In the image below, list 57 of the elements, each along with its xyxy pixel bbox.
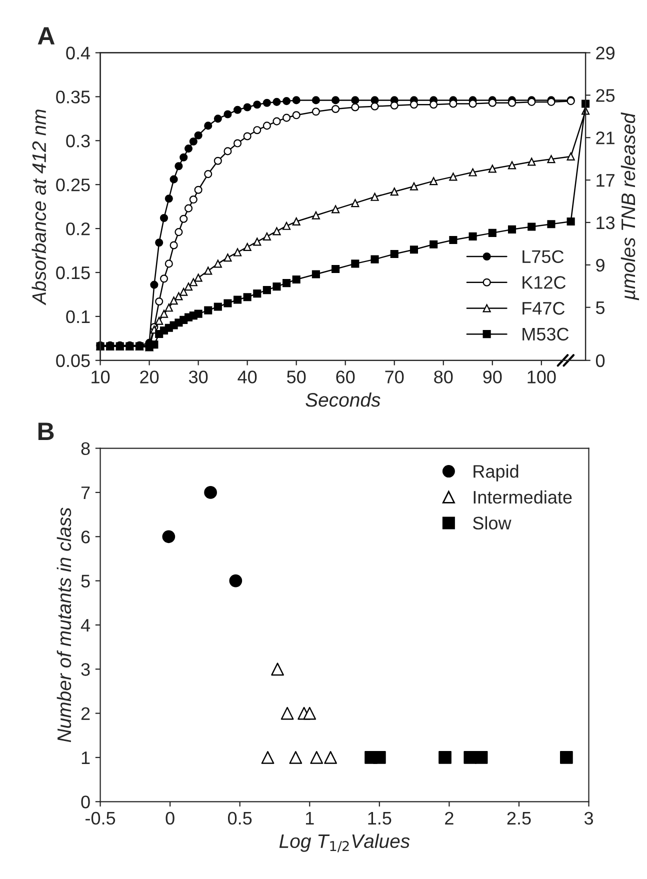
x-tick-label: 2.5 — [507, 812, 531, 825]
y-axis-title: Absorbance at 412 nm — [32, 110, 46, 306]
legend-label: M53C — [522, 328, 569, 341]
x-tick-label: 90 — [483, 370, 502, 384]
chart-title: B — [38, 422, 54, 440]
y-tick-label: 7 — [81, 486, 90, 499]
x-tick-label: 0 — [166, 812, 174, 825]
y-tick-label: 2 — [81, 707, 90, 720]
x-tick-label: 30 — [188, 370, 208, 384]
y2-tick-label: 25 — [596, 89, 615, 102]
y2-tick-label: 21 — [596, 132, 614, 144]
x-tick-label: 40 — [238, 370, 257, 384]
x-axis-title: Log T$_{1/2}$Values — [279, 834, 410, 852]
y-tick-label: 0 — [81, 796, 90, 808]
y-tick-label: 0.35 — [56, 90, 90, 104]
y2-tick-label: 0 — [596, 354, 605, 368]
y2-tick-label: 9 — [596, 258, 604, 272]
y-tick-label: 5 — [81, 574, 90, 588]
y2-tick-label: 5 — [596, 301, 605, 314]
y-tick-label: 0.1 — [66, 310, 90, 324]
y2-tick-label: 13 — [596, 216, 615, 230]
legend-label: K12C — [522, 276, 566, 289]
y-tick-label: 0.2 — [66, 222, 90, 236]
x-tick-label: 2 — [445, 812, 454, 824]
legend-label: L75C — [522, 250, 564, 263]
x-tick-label: 10 — [92, 370, 110, 384]
x-tick-label: 50 — [287, 370, 306, 384]
y-tick-label: 0.3 — [66, 134, 90, 148]
legend-label: Rapid — [474, 464, 518, 482]
y-axis-title: Number of mutants in class — [56, 508, 72, 742]
x-tick-label: 70 — [385, 370, 404, 384]
legend-label: F47C — [522, 302, 565, 315]
y-tick-label: 0.15 — [56, 266, 90, 280]
y-tick-label: 6 — [81, 530, 90, 544]
x-tick-label: 100 — [528, 370, 556, 384]
legend-label: Slow — [472, 516, 512, 530]
x-tick-label: -0.5 — [86, 812, 116, 825]
y-tick-label: 4 — [80, 619, 90, 632]
x-tick-label: 1 — [306, 812, 314, 824]
x-tick-label: 20 — [140, 370, 159, 384]
y-tick-label: 3 — [81, 663, 90, 676]
y-tick-label: 0.05 — [56, 354, 90, 368]
x-tick-label: 3 — [584, 812, 593, 825]
x-tick-label: 80 — [434, 370, 453, 384]
y-tick-label: 1 — [82, 752, 90, 764]
y-tick-label: 8 — [81, 442, 90, 456]
x-axis-title: Seconds — [306, 392, 380, 407]
y2-axis-title: µmoles TNB released — [620, 112, 640, 300]
x-tick-label: 60 — [336, 370, 355, 384]
legend-label: Intermediate — [474, 490, 572, 504]
y2-tick-label: 17 — [596, 174, 614, 187]
x-tick-label: 0.5 — [228, 812, 252, 825]
x-tick-label: 1.5 — [368, 812, 392, 825]
chart-title: A — [38, 27, 55, 44]
y-tick-label: 0.4 — [66, 46, 90, 60]
y2-tick-label: 29 — [596, 46, 614, 60]
y-tick-label: 0.25 — [56, 178, 90, 192]
